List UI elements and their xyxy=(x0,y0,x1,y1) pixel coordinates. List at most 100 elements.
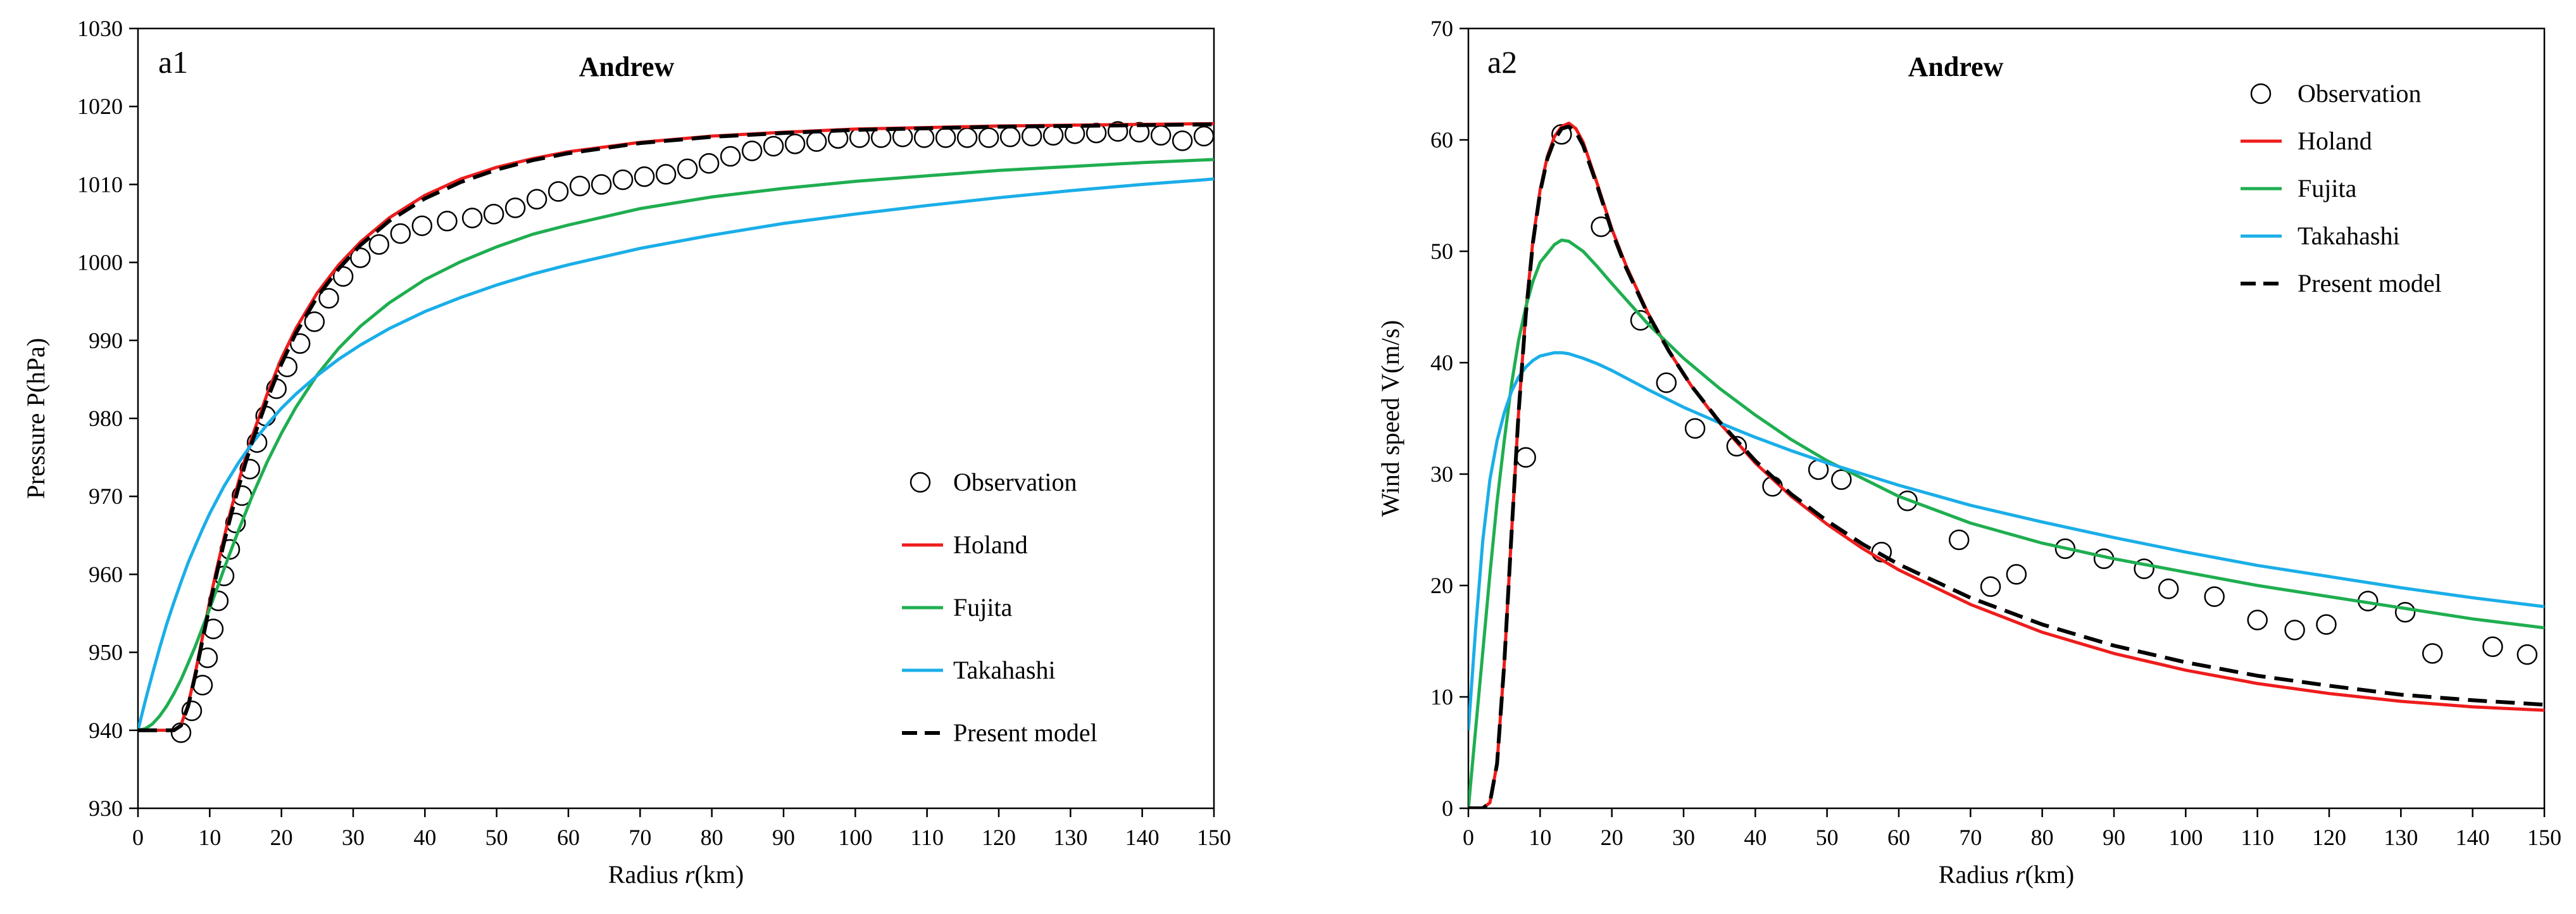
chart-a2-x-tick-label: 90 xyxy=(2103,825,2125,850)
chart-a2-y-tick-label: 20 xyxy=(1430,573,1453,598)
chart-a2-legend-label: Observation xyxy=(2298,79,2422,108)
chart-a1-x-tick-label: 150 xyxy=(1197,825,1231,850)
chart-a1-x-axis-label-prefix: Radius xyxy=(608,860,685,889)
chart-a2-x-axis-label: Radius r(km) xyxy=(1939,860,2074,889)
chart-a2-legend-label: Fujita xyxy=(2298,174,2357,203)
chart-a2-x-axis-label-prefix: Radius xyxy=(1939,860,2015,889)
chart-a1-legend-label: Fujita xyxy=(953,593,1013,622)
chart-a1-series-takahashi xyxy=(138,177,1214,731)
chart-a1-x-tick-label: 70 xyxy=(628,825,651,850)
chart-a2-observation-point xyxy=(1831,469,1852,491)
chart-a2-series-fujita xyxy=(1468,238,2544,808)
chart-a1-x-tick-label: 40 xyxy=(413,825,436,850)
chart-a1-x-tick-label: 110 xyxy=(910,825,944,850)
chart-a2-observation-point xyxy=(2284,620,2305,641)
chart-a1-observation-point xyxy=(655,164,677,185)
chart-a1-observation-point xyxy=(677,158,698,180)
chart-a1-x-tick-label: 120 xyxy=(982,825,1016,850)
chart-a1-observation-point xyxy=(591,174,612,195)
chart-panel-a2: 0 10 20 30 40 50 60 70 80 90 100 110 120 130 140 150 0 10… xyxy=(1376,16,2561,889)
chart-a1-x-tick-label: 50 xyxy=(485,825,508,850)
chart-a2-observation-point xyxy=(1726,435,1748,457)
chart-a1-observation-point xyxy=(304,311,325,332)
chart-a1-legend-observation-marker xyxy=(910,472,931,493)
chart-a2-y-tick-label: 70 xyxy=(1430,16,1453,41)
chart-a1-observation-point xyxy=(763,135,784,157)
chart-a1-observation-point xyxy=(999,126,1021,147)
chart-a1-series-holand xyxy=(138,122,1214,732)
chart-a1-y-tick-label: 940 xyxy=(89,718,123,743)
chart-a1-observation-point xyxy=(504,197,526,218)
chart-a2-y-tick-label: 40 xyxy=(1430,350,1453,375)
chart-a2-observation-point xyxy=(2316,614,2337,635)
chart-a2-x-tick-label: 30 xyxy=(1672,825,1695,850)
chart-a2-x-tick-label: 120 xyxy=(2312,825,2346,850)
chart-a1-legend-label: Takahashi xyxy=(953,656,1056,684)
chart-a1-observation-point xyxy=(913,127,935,148)
chart-a1-observation-point xyxy=(483,203,504,225)
chart-a2-observation-point xyxy=(1980,576,2001,598)
chart-a1-observation-point xyxy=(698,153,720,174)
chart-a2-x-tick-label: 130 xyxy=(2384,825,2418,850)
chart-a1-y-tick-label: 960 xyxy=(89,561,123,587)
chart-a1-observation-point xyxy=(1042,125,1064,146)
chart-a1-observation-point xyxy=(289,333,311,354)
chart-a1-x-tick-label: 0 xyxy=(132,825,144,850)
chart-a2-y-tick-label: 0 xyxy=(1442,796,1453,821)
chart-a1-observation-point xyxy=(1193,125,1215,147)
chart-a2-x-axis-label-suffix: (km) xyxy=(2025,860,2074,889)
chart-a1-x-tick-label: 60 xyxy=(557,825,580,850)
chart-a1-x-axis-label-var: r xyxy=(685,860,695,889)
chart-a2-plot-frame xyxy=(1467,27,2546,810)
chart-a1-observation-point xyxy=(978,127,999,148)
chart-a2-observation-point xyxy=(2517,644,2538,665)
chart-a1-y-tick-label: 1020 xyxy=(77,94,123,119)
chart-a1-x-tick-label: 20 xyxy=(270,825,293,850)
chart-a2-y-axis-label: Wind speed V(m/s) xyxy=(1376,320,1404,517)
chart-a1-y-tick-label: 1030 xyxy=(77,16,123,41)
chart-a2-x-tick-label: 60 xyxy=(1887,825,1910,850)
chart-a2-observation-point xyxy=(1948,529,1970,551)
chart-a1-x-tick-label: 90 xyxy=(772,825,795,850)
chart-a2-observation-series xyxy=(1515,123,2538,665)
chart-a1-x-tick-label: 130 xyxy=(1053,825,1087,850)
chart-panel-a1: 0 10 20 30 40 50 60 70 80 90 100 110 120 130 140 150930… xyxy=(22,16,1231,889)
chart-a2-observation-point xyxy=(2158,579,2179,599)
chart-a2-observation-point xyxy=(1684,418,1706,439)
chart-a1-y-tick-label: 980 xyxy=(89,406,123,431)
chart-a1-y-tick-label: 1000 xyxy=(77,250,123,275)
chart-a2-legend-label: Takahashi xyxy=(2298,222,2400,250)
chart-a1-observation-point xyxy=(784,134,806,154)
chart-a2-x-tick-label: 0 xyxy=(1463,825,1474,850)
chart-a2-observation-point xyxy=(2394,601,2416,623)
chart-a1-y-tick-label: 990 xyxy=(89,328,123,353)
chart-a2-x-tick-label: 100 xyxy=(2168,825,2203,850)
chart-a1-panel-label: a1 xyxy=(158,44,188,80)
chart-a2-x-tick-label: 140 xyxy=(2456,825,2490,850)
chart-a2-y-tick-label: 50 xyxy=(1430,239,1453,264)
chart-a1-x-tick-label: 100 xyxy=(838,825,872,850)
chart-a1-observation-point xyxy=(318,288,339,309)
chart-a1-observation-point xyxy=(1172,130,1193,151)
chart-a1-observation-point xyxy=(634,166,655,187)
chart-a1-x-tick-label: 30 xyxy=(342,825,365,850)
chart-a1-x-axis-label-suffix: (km) xyxy=(694,860,744,889)
chart-a1-observation-point xyxy=(956,127,978,148)
chart-a2-observation-point xyxy=(2204,586,2225,607)
chart-a1-observation-point xyxy=(612,169,634,191)
chart-a1-x-tick-label: 140 xyxy=(1125,825,1160,850)
chart-a1-legend-label: Observation xyxy=(953,468,1077,496)
chart-a1-observation-point xyxy=(437,211,458,232)
chart-a2-observation-point xyxy=(1515,447,1536,468)
chart-a1-title: Andrew xyxy=(579,51,675,82)
chart-a1-observation-series xyxy=(170,121,1215,743)
chart-a2-x-tick-label: 150 xyxy=(2527,825,2561,850)
chart-a1-series-present-model xyxy=(138,122,1214,732)
chart-a2-observation-point xyxy=(2006,564,2027,585)
chart-a1-series-fujita xyxy=(138,158,1214,732)
chart-a1-legend: Observation Holand Fujita Takahashi Present … xyxy=(902,468,1097,747)
chart-a2-x-tick-label: 10 xyxy=(1529,825,1551,850)
chart-a1-observation-point xyxy=(547,181,569,202)
chart-a1-x-tick-label: 10 xyxy=(198,825,221,850)
